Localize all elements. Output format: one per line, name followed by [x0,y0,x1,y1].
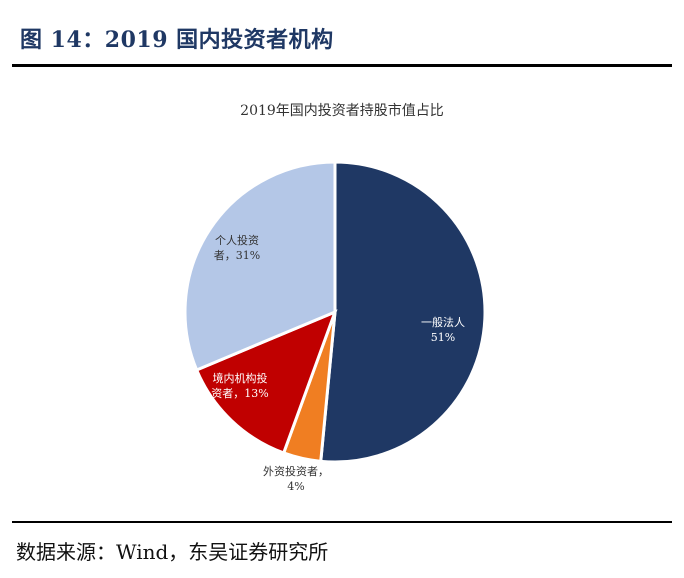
slice-label-0-line-2: 51% [431,331,455,344]
slice-label-0-line-1: 一般法人 [421,315,465,329]
slice-label-2-line-2: 资者，13% [211,387,268,400]
figure-title: 图 14：2019 国内投资者机构 [20,27,334,53]
slice-label-1-line-1: 外资投资者， [263,464,329,478]
data-source: 数据来源：Wind，东吴证券研究所 [16,540,329,564]
slice-label-2-line-1: 境内机构投 [213,371,268,385]
pie-slice-2 [194,309,338,455]
pie-slice-0 [319,160,487,464]
chart-title: 2019年国内投资者持股市值占比 [240,103,444,119]
slice-label-3-line-1: 个人投资 [215,233,259,247]
figure-header: 图 14：2019 国内投资者机构 [0,0,684,64]
top-rule [12,64,672,67]
bottom-rule [12,521,672,523]
chart-area: 2019年国内投资者持股市值占比 一般法人 51% 外资投资者， 4% 境内机构投资者，… [0,67,684,521]
slice-label-1-line-2: 4% [287,480,304,493]
slice-label-3-line-2: 者，31% [214,249,260,262]
pie-slice-3 [183,160,337,372]
